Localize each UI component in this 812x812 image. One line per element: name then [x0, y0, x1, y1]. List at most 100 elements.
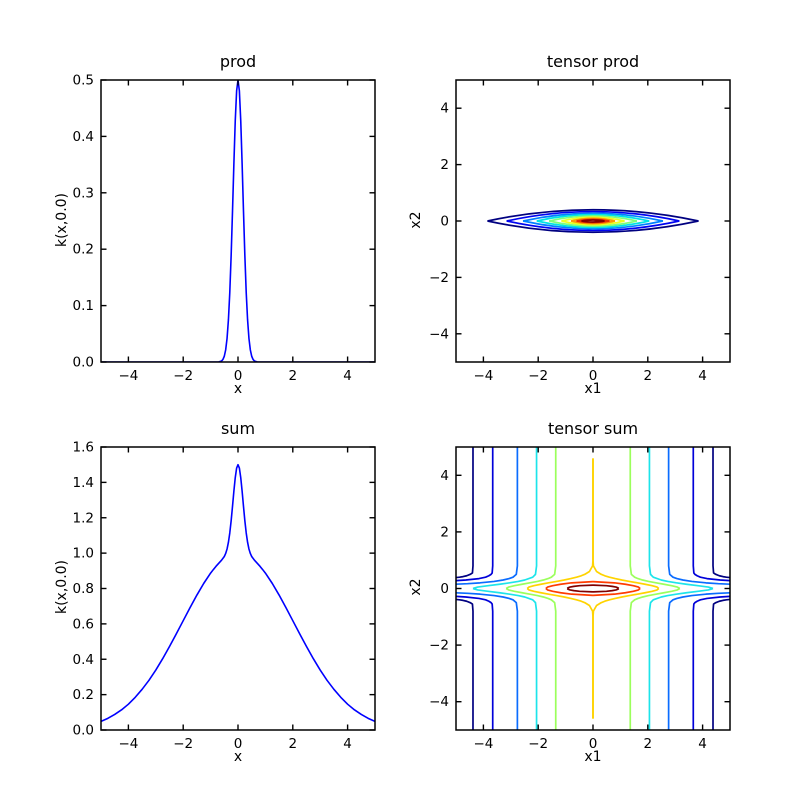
xlabel-sum: x — [233, 749, 243, 765]
contour-ring — [506, 210, 680, 232]
y-tick-label: −2 — [429, 270, 449, 286]
x-tick-label: 0 — [234, 736, 243, 752]
ylabel-prod: k(x,0.0) — [54, 192, 70, 248]
contour-branch — [667, 447, 730, 586]
y-tick-label: 0.2 — [73, 242, 94, 258]
contour-branch — [456, 595, 494, 730]
title-tensor-prod: tensor prod — [546, 52, 640, 71]
y-tick-label: 0.8 — [73, 581, 94, 597]
y-tick-label: −2 — [429, 638, 449, 654]
y-tick-label: 0.0 — [73, 723, 94, 739]
y-tick-label: 1.6 — [73, 440, 94, 456]
contour-ring — [487, 208, 699, 234]
contour-branch — [505, 587, 557, 730]
y-tick-label: −4 — [429, 326, 449, 342]
y-tick-label: 2 — [440, 524, 449, 540]
contour-branch — [629, 587, 681, 730]
contour-branch — [456, 447, 474, 579]
x-tick-label: −2 — [173, 368, 193, 384]
axes-tensor-sum: −4 −2 0 2 4 −4 −2 0 2 4 — [429, 446, 731, 752]
axes-frame — [100, 79, 376, 363]
y-tick-label: 0.4 — [73, 652, 94, 668]
contour-branch — [592, 580, 641, 590]
x-tick-label: 2 — [289, 368, 298, 384]
contour-branch — [566, 584, 594, 590]
title-tensor-sum: tensor sum — [547, 419, 639, 438]
x-tick-label: −4 — [473, 368, 493, 384]
contour-branch — [505, 447, 557, 590]
y-tick-label: 4 — [440, 101, 449, 117]
contour-branch — [692, 595, 730, 730]
x-tick-label: −4 — [118, 368, 138, 384]
x-tick-label: −2 — [528, 736, 548, 752]
title-prod: prod — [219, 52, 257, 71]
contour-branch — [545, 587, 594, 597]
contour-ring — [561, 216, 625, 226]
contour-branch — [526, 587, 594, 719]
contour-branch — [592, 458, 660, 590]
ylabel-tensor-sum: x2 — [408, 578, 424, 596]
contour-branch — [667, 591, 730, 730]
contour-ring — [536, 213, 650, 229]
axes-tensor-prod: −4 −2 0 2 4 −4 −2 0 2 4 — [429, 79, 731, 384]
y-tick-label: −4 — [429, 694, 449, 710]
y-tick-label: 4 — [440, 468, 449, 484]
xlabel-tensor-sum: x1 — [584, 749, 602, 765]
contour-branch — [526, 458, 594, 590]
plot-content — [456, 447, 730, 730]
contour-branch — [712, 598, 730, 730]
contour-branch — [592, 587, 660, 719]
contour-ring — [548, 215, 638, 227]
contour-branch — [692, 447, 730, 582]
contour-branch — [472, 587, 538, 730]
xlabel-tensor-prod: x1 — [584, 381, 602, 397]
title-sum: sum — [220, 419, 256, 438]
y-tick-label: 0.5 — [73, 73, 94, 89]
y-tick-label: 1.4 — [73, 475, 94, 491]
x-tick-label: −4 — [473, 736, 493, 752]
contour-ring — [522, 212, 664, 230]
x-tick-label: 2 — [644, 368, 653, 384]
axes-frame — [100, 446, 376, 731]
y-tick-label: 0 — [440, 214, 449, 230]
x-tick-label: 2 — [289, 736, 298, 752]
x-tick-label: 4 — [698, 368, 707, 384]
y-tick-label: 0 — [440, 581, 449, 597]
x-tick-label: 4 — [343, 736, 352, 752]
x-tick-label: 0 — [589, 368, 598, 384]
curve-prod — [101, 80, 375, 362]
x-tick-label: 4 — [698, 736, 707, 752]
y-tick-label: 0.2 — [73, 687, 94, 703]
contour-ring — [581, 219, 605, 223]
plot-content — [101, 80, 375, 362]
x-tick-label: 4 — [343, 368, 352, 384]
y-tick-label: 0.6 — [73, 616, 94, 632]
y-tick-label: 2 — [440, 157, 449, 173]
x-tick-label: −2 — [173, 736, 193, 752]
ylabel-sum: k(x,0.0) — [54, 559, 70, 615]
y-tick-label: 0.0 — [73, 355, 94, 371]
contour-branch — [566, 587, 594, 593]
contour-branch — [712, 447, 730, 579]
y-tick-label: 1.0 — [73, 546, 94, 562]
axes-prod: −4 −2 0 2 4 0.0 0.1 0.2 0.3 0.4 0.5 — [73, 73, 376, 384]
y-tick-label: 0.4 — [73, 129, 94, 145]
contour-branch — [592, 584, 620, 590]
x-tick-label: −4 — [118, 736, 138, 752]
contour-branch — [456, 447, 519, 586]
contour-branch — [456, 447, 494, 582]
plot-content — [101, 463, 375, 723]
x-tick-label: 0 — [234, 368, 243, 384]
y-tick-label: 0.3 — [73, 185, 94, 201]
x-tick-label: 0 — [589, 736, 598, 752]
xlabel-prod: x — [233, 381, 243, 397]
contour-branch — [545, 580, 594, 590]
contour-branch — [648, 587, 714, 730]
axes-frame — [455, 79, 731, 363]
contour-branch — [629, 447, 681, 590]
y-tick-label: 0.1 — [73, 298, 94, 314]
y-tick-label: 1.2 — [73, 510, 94, 526]
contour-branch — [456, 598, 474, 730]
contour-ring — [570, 217, 616, 225]
